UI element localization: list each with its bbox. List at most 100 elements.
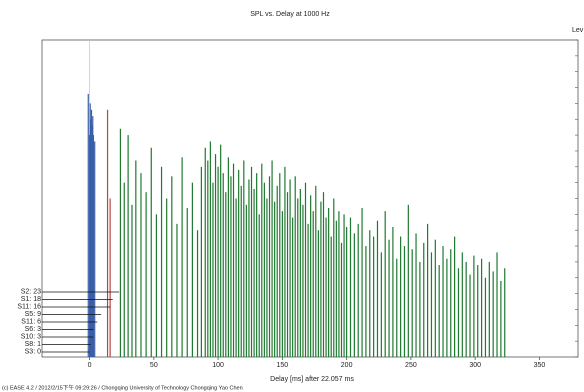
marker-label: S3: 0	[25, 348, 41, 355]
y-axis-label: Lev	[572, 27, 584, 34]
bar	[357, 223, 359, 357]
bar	[299, 188, 301, 357]
bar	[488, 261, 490, 357]
bar	[376, 220, 379, 357]
bar	[248, 179, 250, 357]
bar	[181, 157, 183, 357]
bar	[500, 280, 502, 357]
bar	[90, 109, 93, 358]
bar	[186, 208, 188, 357]
bar	[388, 239, 390, 357]
bar	[89, 103, 91, 358]
bar	[442, 246, 444, 357]
bar	[274, 201, 276, 357]
bar	[166, 198, 168, 357]
x-axis-label: Delay [ms] after 22.057 ms	[270, 376, 354, 383]
bar	[302, 204, 304, 357]
bar	[276, 185, 278, 357]
bar	[392, 227, 394, 357]
bar	[315, 185, 317, 357]
bar	[140, 173, 142, 357]
bar	[230, 176, 232, 357]
bar	[446, 258, 448, 357]
bar	[415, 233, 417, 357]
bar	[454, 236, 456, 357]
bar	[292, 217, 294, 357]
x-tick-label: 50	[150, 362, 158, 369]
bar	[469, 274, 471, 357]
bar	[343, 214, 345, 357]
bar	[155, 214, 157, 357]
bar	[106, 109, 109, 358]
bar	[127, 135, 129, 357]
bar	[369, 230, 371, 357]
marker-label: S2: 23	[21, 288, 41, 295]
bar	[297, 198, 299, 357]
bar	[340, 242, 343, 357]
bar	[131, 204, 133, 357]
bar	[434, 239, 436, 357]
bar	[261, 163, 263, 357]
bar	[338, 211, 340, 357]
bar	[504, 268, 506, 357]
bar	[373, 236, 375, 357]
bar	[353, 233, 355, 357]
bar	[423, 242, 425, 357]
bar	[225, 192, 227, 357]
bar	[90, 119, 92, 357]
bar	[87, 93, 89, 357]
bar	[304, 182, 307, 357]
bar	[294, 176, 296, 357]
marker-label: S8: 1	[25, 341, 41, 348]
bar	[253, 188, 255, 357]
bar	[465, 261, 467, 357]
bar	[427, 223, 429, 357]
bar	[235, 198, 237, 357]
bar	[109, 198, 111, 357]
bar	[450, 249, 452, 357]
bar	[204, 147, 206, 357]
bar	[256, 173, 258, 357]
chart-title: SPL vs. Delay at 1000 Hz	[250, 11, 330, 18]
bar	[430, 252, 433, 357]
bar	[496, 252, 498, 357]
bar	[119, 128, 122, 357]
bar	[250, 166, 253, 357]
marker-label: S11: 16	[17, 303, 41, 310]
bar	[312, 211, 314, 357]
bar	[160, 166, 163, 357]
bar	[240, 185, 242, 357]
bar	[320, 201, 322, 357]
bar	[220, 144, 222, 357]
x-tick-label: 350	[534, 362, 546, 369]
bar	[266, 198, 268, 357]
marker-label: S1: 18	[21, 296, 41, 303]
bar	[232, 163, 235, 357]
bar	[123, 182, 125, 357]
x-tick-label: 300	[469, 362, 481, 369]
bar	[307, 223, 309, 357]
bar	[94, 141, 96, 357]
bar	[88, 135, 91, 357]
bar	[209, 141, 211, 357]
bar	[258, 214, 260, 357]
x-tick-label: 0	[88, 362, 92, 369]
bar	[227, 157, 229, 357]
bar	[328, 208, 330, 357]
bar	[245, 204, 247, 357]
bar	[284, 166, 286, 357]
bar	[281, 211, 283, 357]
x-tick-label: 200	[341, 362, 353, 369]
bar	[289, 179, 291, 357]
bar	[92, 135, 95, 357]
bar	[243, 160, 245, 357]
bar	[271, 160, 273, 357]
bar	[325, 217, 327, 357]
marker-label: S5: 9	[25, 311, 41, 318]
bar	[400, 236, 402, 357]
bar	[212, 182, 214, 357]
bar	[380, 252, 382, 357]
bar	[438, 265, 440, 357]
bar	[477, 265, 479, 357]
